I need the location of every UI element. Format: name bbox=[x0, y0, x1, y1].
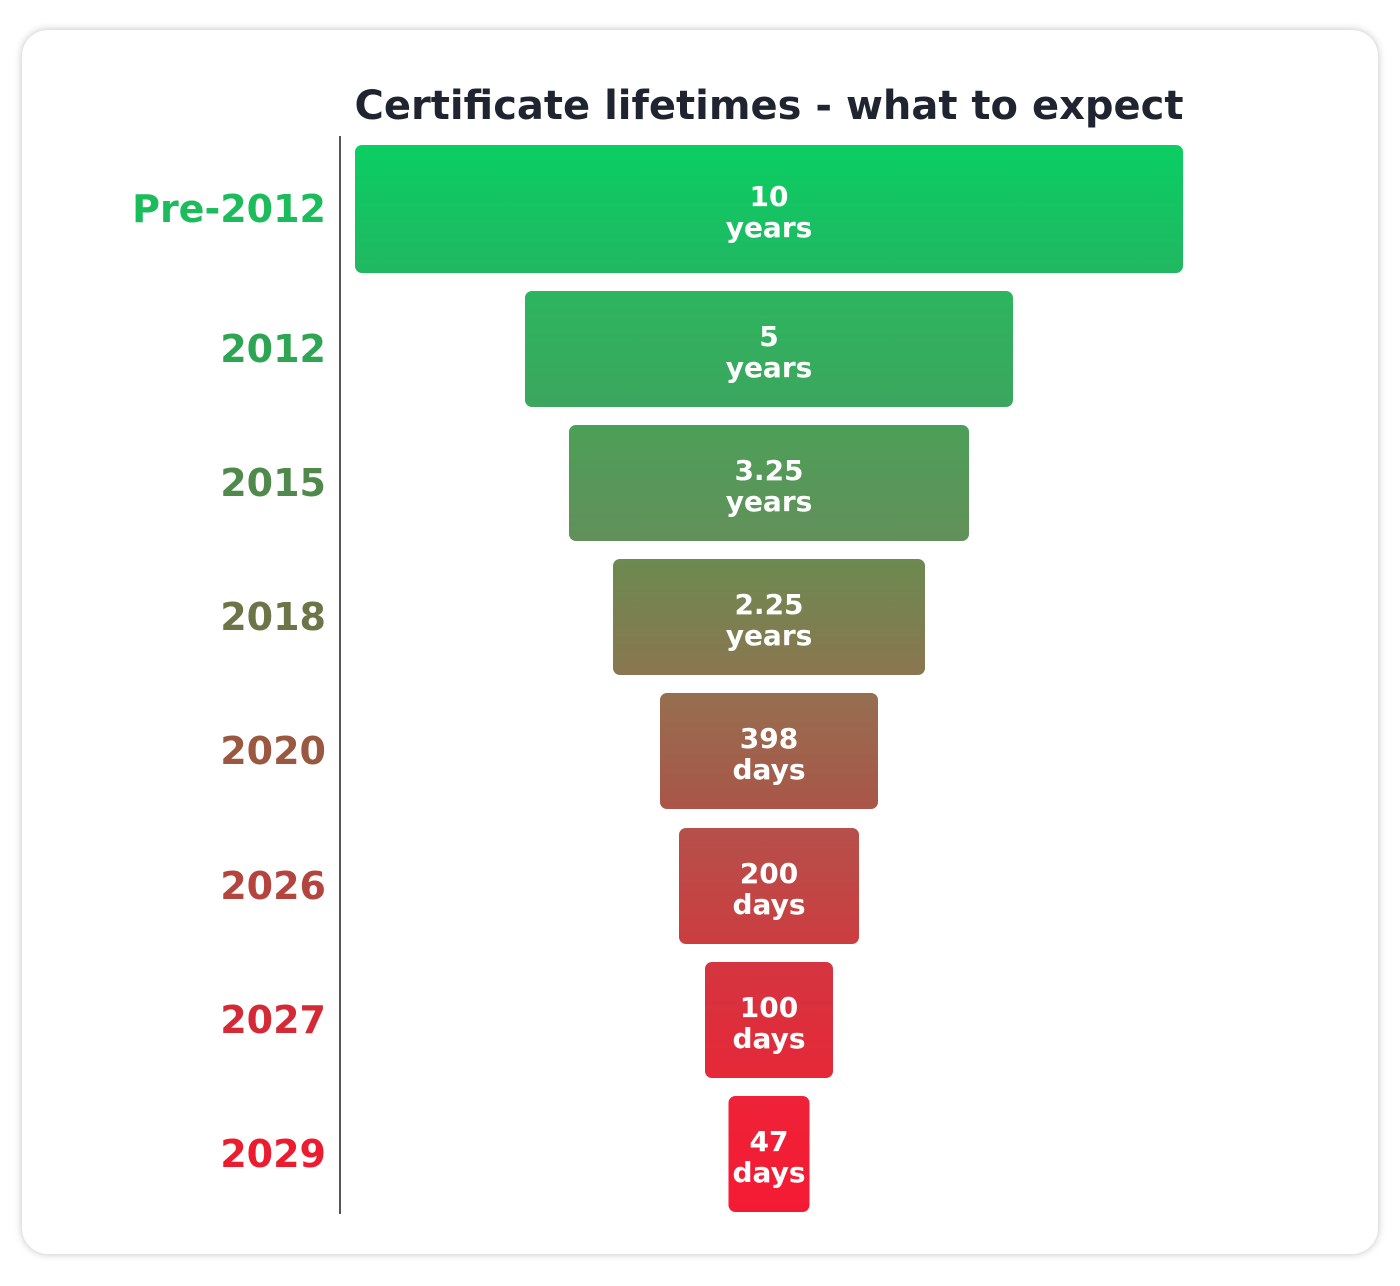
unit-label: days bbox=[733, 1156, 806, 1189]
funnel-bar-2020 bbox=[660, 693, 878, 809]
unit-label: days bbox=[733, 1022, 806, 1055]
funnel-bar-2012 bbox=[525, 291, 1013, 407]
unit-label: days bbox=[733, 753, 806, 786]
category-label: 2018 bbox=[220, 595, 326, 639]
category-label: Pre-2012 bbox=[132, 187, 326, 231]
funnel-bar-2015 bbox=[569, 425, 969, 541]
value-label: 398 bbox=[740, 722, 798, 755]
funnel-bar-2027 bbox=[705, 962, 833, 1078]
value-label: 5 bbox=[759, 320, 778, 353]
unit-label: days bbox=[733, 888, 806, 921]
unit-label: years bbox=[726, 619, 813, 652]
category-label: 2012 bbox=[220, 327, 326, 371]
funnel-bar-pre-2012 bbox=[355, 145, 1183, 273]
category-label: 2027 bbox=[220, 998, 326, 1042]
value-label: 100 bbox=[740, 991, 798, 1024]
funnel-bar-2018 bbox=[613, 559, 925, 675]
funnel-bar-2029 bbox=[728, 1096, 810, 1212]
value-label: 47 bbox=[750, 1125, 789, 1158]
category-label: 2020 bbox=[220, 729, 326, 773]
value-label: 200 bbox=[740, 857, 798, 890]
value-label: 3.25 bbox=[734, 454, 803, 487]
unit-label: years bbox=[726, 211, 813, 244]
unit-label: years bbox=[726, 485, 813, 518]
unit-label: years bbox=[726, 351, 813, 384]
funnel-bar-2026 bbox=[679, 828, 859, 944]
category-label: 2015 bbox=[220, 461, 326, 505]
chart-title: Certificate lifetimes - what to expect bbox=[355, 83, 1184, 129]
category-label: 2026 bbox=[220, 864, 326, 908]
category-label: 2029 bbox=[220, 1132, 326, 1176]
value-label: 2.25 bbox=[734, 588, 803, 621]
value-label: 10 bbox=[750, 180, 789, 213]
